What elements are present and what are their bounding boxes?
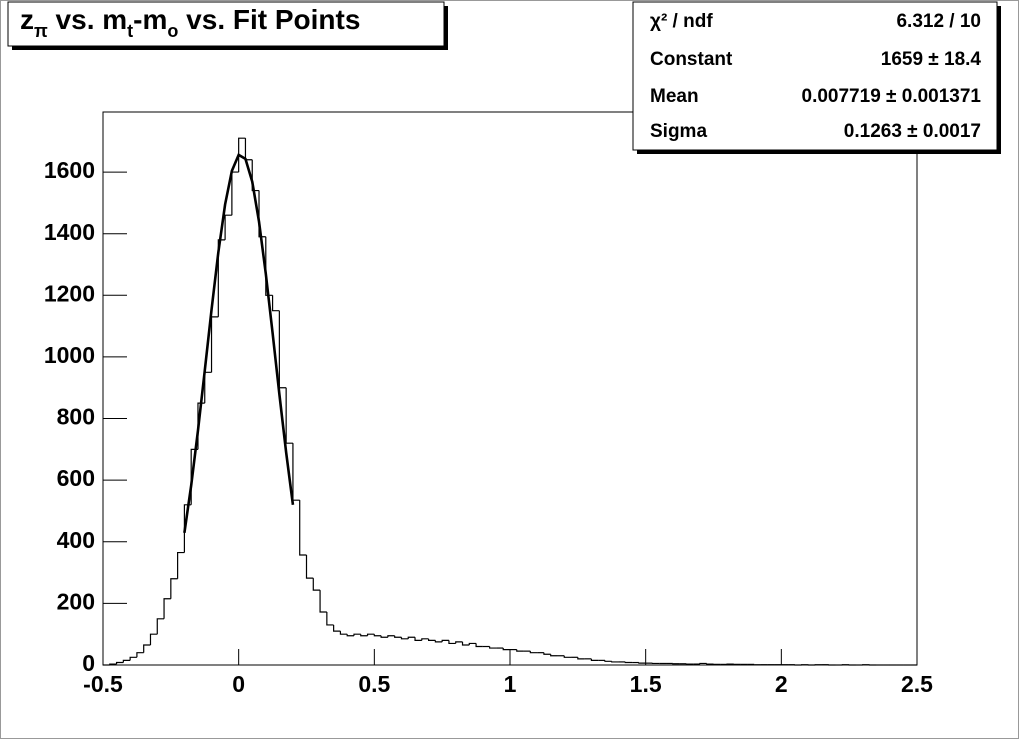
x-tick-label: 1 <box>504 671 517 697</box>
title-part: o <box>167 21 178 41</box>
histogram-bin <box>407 636 416 639</box>
histogram-bin <box>400 637 409 640</box>
histogram-bin <box>441 639 449 642</box>
histogram-bin <box>543 652 551 655</box>
histogram-bin <box>502 648 510 651</box>
histogram-bin <box>550 654 558 657</box>
y-tick-label: 0 <box>82 650 95 676</box>
histogram-bin <box>333 624 341 632</box>
histogram-bin <box>109 663 117 665</box>
histogram-bin <box>516 649 524 652</box>
x-tick-label: 0 <box>232 671 245 697</box>
histogram-bin <box>251 159 260 192</box>
histogram-bin <box>387 635 395 638</box>
histogram-bin <box>428 638 436 641</box>
y-tick-label: 1000 <box>44 342 95 368</box>
histogram-bin <box>563 655 572 658</box>
title-part: -m <box>133 4 167 35</box>
x-tick-label: 2 <box>775 671 788 697</box>
histogram-bin <box>434 640 443 643</box>
histogram-bin <box>590 658 599 661</box>
histogram-bin <box>529 651 538 654</box>
title-part: vs. m <box>48 4 127 35</box>
y-tick-label: 800 <box>57 404 95 430</box>
histogram-bin <box>299 500 307 556</box>
histogram-bin <box>380 635 388 638</box>
histogram-bin <box>475 643 483 648</box>
histogram-bin <box>149 633 158 645</box>
title-part: vs. Fit Points <box>178 4 360 35</box>
y-tick-label: 1200 <box>44 280 95 306</box>
histogram-bin <box>258 190 266 238</box>
histogram-bin <box>468 642 477 645</box>
title-part: z <box>20 4 34 35</box>
x-tick-label: -0.5 <box>83 671 123 697</box>
histogram-bin <box>238 137 246 173</box>
histogram-bin <box>604 660 612 662</box>
histogram-bin <box>339 631 348 635</box>
fit-curve <box>183 152 295 534</box>
title-part: π <box>34 21 48 41</box>
histogram-bin <box>394 635 402 638</box>
histogram-bin <box>129 656 137 661</box>
y-tick-label: 1400 <box>44 219 95 245</box>
y-tick-label: 600 <box>57 465 95 491</box>
histogram-bin <box>305 555 314 579</box>
histogram-bin <box>115 661 124 665</box>
plot-frame <box>102 111 918 666</box>
histogram-bin <box>326 612 334 626</box>
histogram-bin <box>271 295 280 312</box>
histogram-bin <box>346 634 354 637</box>
histogram-bin <box>414 637 422 641</box>
stats-value: 0.1263 ± 0.0017 <box>844 121 981 142</box>
histogram-bin <box>265 236 273 296</box>
title-part: t <box>127 21 133 41</box>
histogram-bin <box>366 633 375 636</box>
x-tick-label: 0.5 <box>358 671 390 697</box>
histogram-bin <box>136 652 144 658</box>
histogram-bin <box>312 578 321 591</box>
histogram-bin <box>448 640 456 645</box>
histogram-bin <box>122 659 131 663</box>
stats-label: Constant <box>650 49 733 70</box>
stats-value: 1659 ± 18.4 <box>881 49 982 70</box>
stats-label: χ² / ndf <box>650 11 713 32</box>
histogram-bin <box>360 634 368 637</box>
y-tick-label: 200 <box>57 588 95 614</box>
histogram-bin <box>177 551 185 579</box>
histogram-bin <box>624 661 633 664</box>
x-tick-label: 2.5 <box>901 671 933 697</box>
stats-label: Mean <box>650 86 699 107</box>
histogram-bin <box>353 633 361 636</box>
histogram-bin <box>373 634 382 637</box>
histogram-bin <box>163 598 171 619</box>
histogram-bin <box>224 214 232 240</box>
histogram-bin <box>319 590 327 613</box>
histogram-bin <box>706 663 714 665</box>
histogram-bin <box>170 578 178 599</box>
stats-value: 6.312 / 10 <box>896 11 981 32</box>
chart-title: zπ vs. mt-mo vs. Fit Points <box>20 4 360 40</box>
histogram-bin <box>156 618 165 635</box>
histogram-bin <box>421 638 429 641</box>
histogram-bin <box>143 644 151 653</box>
histogram-bin <box>638 662 646 664</box>
y-tick-label: 400 <box>57 527 95 553</box>
stats-value: 0.007719 ± 0.001371 <box>802 86 982 107</box>
x-tick-label: 1.5 <box>630 671 662 697</box>
histogram-bin <box>217 239 226 317</box>
histogram-bin <box>577 657 585 660</box>
histogram-bin <box>489 646 497 649</box>
histogram-bin <box>461 641 470 646</box>
histogram-bin <box>699 662 707 665</box>
y-tick-label: 1600 <box>44 157 95 183</box>
title-box <box>7 1 445 47</box>
histogram-bin <box>611 661 619 663</box>
stats-box <box>632 1 998 151</box>
stats-label: Sigma <box>650 121 707 142</box>
histogram-bin <box>455 641 463 644</box>
